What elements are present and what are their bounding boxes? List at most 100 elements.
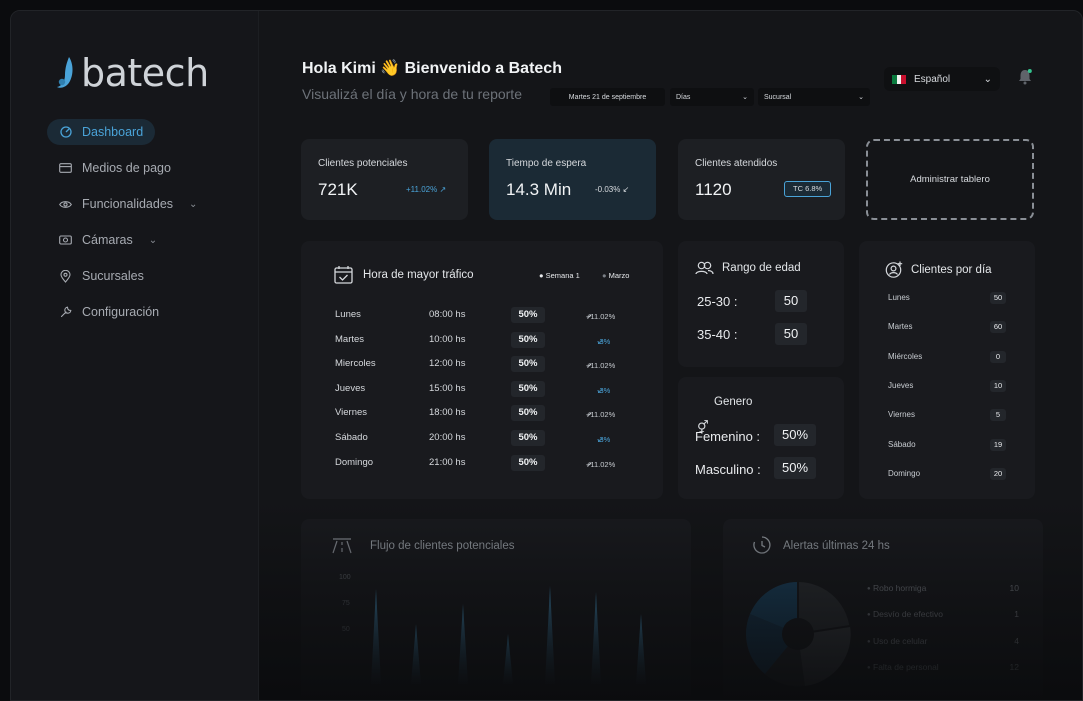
period-select-label: Días — [676, 93, 691, 101]
traffic-time: 20:00 hs — [429, 432, 466, 443]
flow-title: Flujo de clientes potenciales — [370, 540, 515, 552]
language-label: Español — [914, 73, 951, 85]
day-value: 20 — [990, 467, 1006, 480]
traffic-row: Lunes 08:00 hs 50% +11.02% ↗ — [335, 307, 616, 323]
date-filter[interactable]: Martes 21 de septiembre — [550, 88, 665, 106]
bullet-icon: ● — [867, 638, 871, 645]
page-title: Hola Kimi 👋 Bienvenido a Batech — [302, 60, 562, 77]
age-panel: Rango de edad 25-30 : 50 35-40 : 50 — [678, 241, 844, 367]
traffic-day: Lunes — [335, 309, 361, 320]
page-subtitle: Visualizá el día y hora de tu reporte — [302, 86, 522, 102]
chevron-down-icon[interactable]: ⌄ — [189, 198, 198, 210]
traffic-title: Hora de mayor tráfico — [363, 269, 474, 281]
sidebar-item-medios-de-pago[interactable]: Medios de pago — [47, 155, 237, 181]
traffic-pct: 50% — [511, 454, 545, 471]
wrench-icon — [59, 306, 72, 319]
day-label: Martes — [888, 322, 913, 332]
traffic-row: Viernes 18:00 hs 50% +11.02% ↗ — [335, 405, 616, 422]
tc-badge: TC 6.8% — [784, 181, 832, 197]
alert-row[interactable]: ● Robo hormiga 10 — [867, 583, 1019, 597]
kpi-value: 721K — [318, 180, 358, 199]
trend-up-icon: ↗ — [586, 410, 593, 420]
flow-spike — [591, 592, 601, 684]
trend-down-icon: ↙ — [622, 185, 630, 194]
clients-per-day-row: Miércoles 0 — [888, 350, 1006, 366]
alert-value: 4 — [1014, 635, 1019, 646]
clients-per-day-panel: Clientes por día Lunes 50 Martes 60 Miércole… — [859, 241, 1035, 499]
kpi-label: Clientes atendidos — [695, 158, 778, 169]
flow-spike — [411, 624, 421, 684]
kpi-card-tiempo-de-espera[interactable]: Tiempo de espera 14.3 Min -0.03% ↙ — [489, 139, 656, 220]
sidebar-item-configuracion[interactable]: Configuración — [47, 299, 237, 325]
day-label: Lunes — [888, 293, 910, 302]
gender-label: Masculino : — [695, 462, 761, 477]
main-content: Hola Kimi 👋 Bienvenido a Batech Visualiz… — [259, 11, 1082, 700]
traffic-pct: 50% — [511, 331, 545, 348]
sidebar-item-dashboard[interactable]: Dashboard — [47, 119, 155, 145]
traffic-panel: Hora de mayor tráfico ● Semana 1 ● Marzo… — [301, 241, 663, 499]
alert-label: Desvío de efectivo — [873, 609, 943, 620]
dashboard-icon — [59, 126, 72, 139]
traffic-time: 08:00 hs — [429, 309, 466, 320]
traffic-time: 10:00 hs — [429, 333, 466, 345]
flow-spike-chart — [371, 586, 646, 684]
brand-logo[interactable]: batech — [55, 51, 209, 95]
traffic-day: Sábado — [335, 432, 368, 443]
trend-down-icon: ↙ — [597, 435, 604, 444]
traffic-time: 18:00 hs — [429, 407, 466, 419]
traffic-time: 21:00 hs — [429, 456, 466, 468]
bullet-icon: ● — [867, 612, 871, 619]
alert-value: 1 — [1014, 609, 1019, 620]
traffic-day: Domingo — [335, 456, 374, 468]
alert-row[interactable]: ● Falta de personal 12 — [867, 662, 1019, 676]
kpi-value: 1120 — [695, 180, 732, 199]
traffic-row: Martes 10:00 hs 50% -3% ↙ — [335, 331, 611, 348]
gender-title: Genero — [714, 396, 753, 408]
clients-per-day-row: Viernes 5 — [888, 409, 1006, 424]
period-select[interactable]: Días ⌄ — [670, 88, 754, 106]
sidebar-item-label: Medios de pago — [82, 161, 171, 175]
traffic-pct: 50% — [511, 405, 545, 422]
notification-bell-icon[interactable] — [1016, 68, 1034, 86]
alert-value: 10 — [1009, 583, 1019, 593]
eye-icon — [59, 198, 72, 211]
traffic-day: Viernes — [335, 407, 368, 419]
legend-month[interactable]: ● Marzo — [602, 271, 630, 280]
age-range-value: 50 — [775, 290, 807, 312]
clients-per-day-row: Lunes 50 — [888, 292, 1006, 307]
day-value: 60 — [990, 321, 1006, 334]
alert-row[interactable]: ● Desvío de efectivo 1 — [867, 609, 1019, 623]
y-tick: 100 — [339, 574, 351, 581]
sidebar-item-funcionalidades[interactable]: Funcionalidades ⌄ — [47, 191, 237, 217]
kpi-card-clientes-potenciales[interactable]: Clientes potenciales 721K +11.02% ↗ — [301, 139, 468, 220]
day-value: 19 — [990, 438, 1006, 451]
sidebar-item-sucursales[interactable]: Sucursales — [47, 263, 237, 289]
kpi-card-clientes-atendidos[interactable]: Clientes atendidos 1120 TC 6.8% — [678, 139, 845, 220]
clients-per-day-row: Sábado 19 — [888, 438, 1006, 454]
chevron-down-icon[interactable]: ⌄ — [148, 234, 158, 246]
age-range-label: 25-30 : — [697, 294, 738, 309]
flow-spike — [636, 614, 646, 684]
flow-spike — [371, 589, 381, 684]
language-select[interactable]: Español ⌄ — [884, 67, 1000, 91]
sidebar-item-camaras[interactable]: Cámaras ⌄ — [47, 227, 237, 253]
sidebar-item-label: Cámaras — [82, 233, 133, 247]
sidebar-item-label: Funcionalidades — [82, 197, 174, 211]
kpi-label: Tiempo de espera — [506, 158, 587, 169]
brand-name: batech — [81, 51, 209, 95]
legend-week[interactable]: ● Semana 1 — [539, 271, 580, 280]
day-label: Viernes — [888, 410, 915, 420]
day-value: 50 — [990, 292, 1006, 304]
app-window: batech Dashboard Medios de pago Funciona… — [10, 10, 1083, 701]
trend-down-icon: ↙ — [597, 385, 604, 395]
gender-symbol-icon: ⚥ — [697, 420, 709, 435]
day-label: Miércoles — [888, 351, 923, 361]
alerts-title: Alertas últimas 24 hs — [783, 540, 890, 552]
location-icon — [59, 269, 72, 283]
card-icon — [59, 162, 72, 175]
alert-row[interactable]: ● Uso de celular 4 — [867, 636, 1019, 650]
branch-select[interactable]: Sucursal ⌄ — [758, 88, 870, 106]
manage-board-button[interactable]: Administrar tablero — [866, 139, 1034, 220]
users-icon — [695, 261, 714, 275]
trend-up-icon: ↗ — [586, 459, 593, 469]
